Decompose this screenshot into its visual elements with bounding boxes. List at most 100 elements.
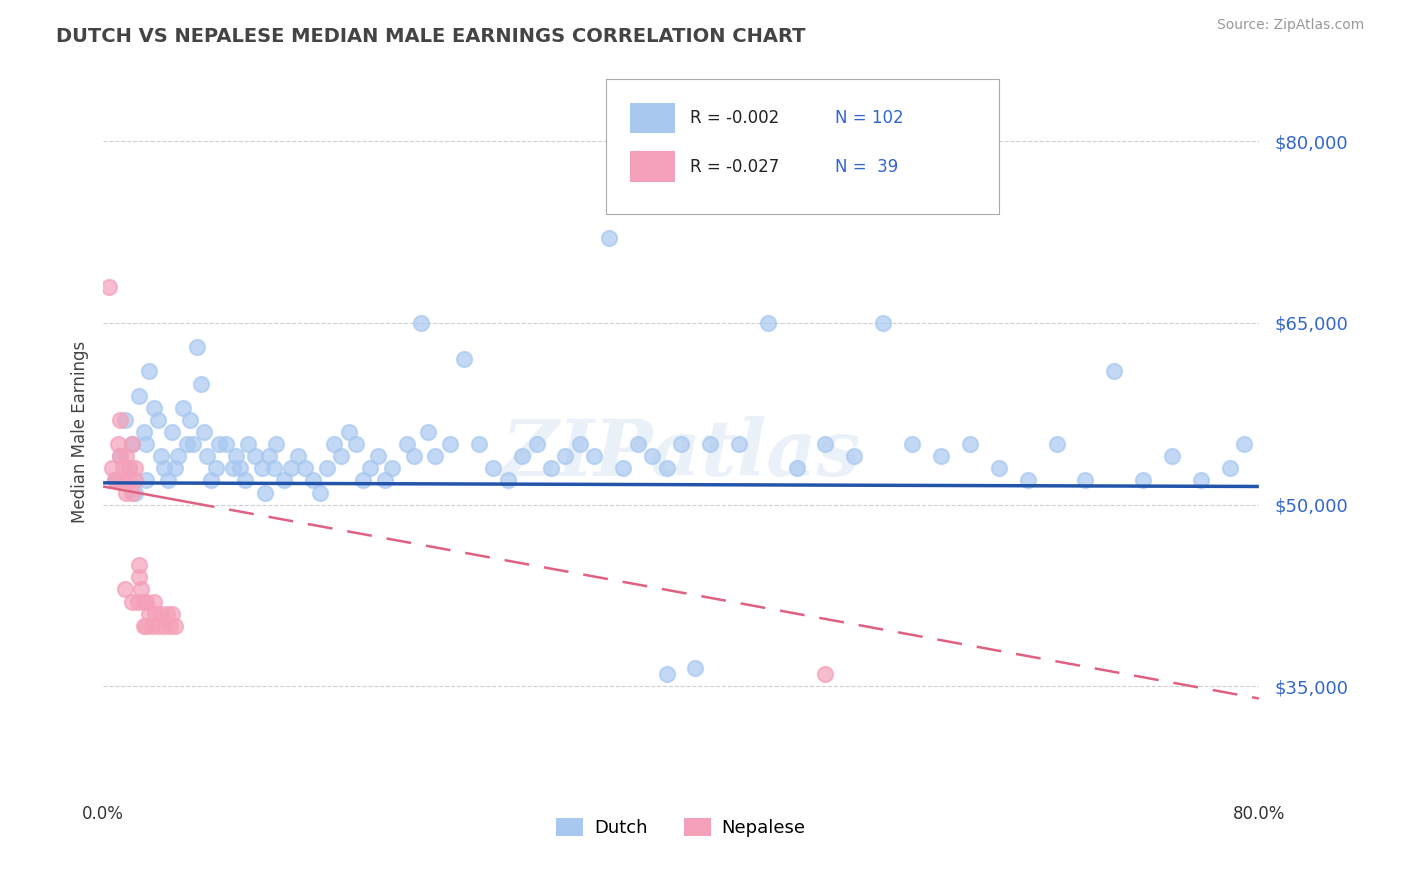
Point xyxy=(374,474,396,488)
Text: R = -0.027: R = -0.027 xyxy=(690,158,779,176)
Point xyxy=(110,413,132,427)
FancyBboxPatch shape xyxy=(606,79,998,214)
Point xyxy=(124,485,146,500)
Point xyxy=(482,461,505,475)
Point xyxy=(612,461,634,475)
Point xyxy=(165,461,187,475)
Point xyxy=(233,474,256,488)
Point xyxy=(107,474,129,488)
Point xyxy=(110,449,132,463)
Point xyxy=(132,425,155,439)
Point xyxy=(344,437,367,451)
Point xyxy=(112,461,135,475)
Point xyxy=(727,437,749,451)
Point xyxy=(193,425,215,439)
Point xyxy=(181,437,204,451)
Point xyxy=(135,474,157,488)
Point xyxy=(1074,474,1097,488)
Point xyxy=(1104,364,1126,378)
Point xyxy=(395,437,418,451)
Point xyxy=(104,474,127,488)
Point xyxy=(124,461,146,475)
Point xyxy=(121,437,143,451)
Point xyxy=(176,437,198,451)
Point xyxy=(165,619,187,633)
Y-axis label: Median Male Earnings: Median Male Earnings xyxy=(72,341,89,523)
Point xyxy=(1161,449,1184,463)
Point xyxy=(149,449,172,463)
Point xyxy=(110,449,132,463)
Point xyxy=(1219,461,1241,475)
Point xyxy=(685,661,707,675)
Point xyxy=(172,401,194,415)
Point xyxy=(367,449,389,463)
Point xyxy=(146,413,169,427)
Point xyxy=(124,474,146,488)
Point xyxy=(118,461,141,475)
Point xyxy=(128,570,150,584)
Point xyxy=(135,437,157,451)
Point xyxy=(301,474,323,488)
Legend: Dutch, Nepalese: Dutch, Nepalese xyxy=(550,811,813,845)
Point xyxy=(526,437,548,451)
Point xyxy=(316,461,339,475)
Point xyxy=(118,461,141,475)
Point xyxy=(162,425,184,439)
Point xyxy=(467,437,489,451)
Point xyxy=(598,231,620,245)
Point xyxy=(222,461,245,475)
Point xyxy=(250,461,273,475)
Point xyxy=(153,619,176,633)
Point xyxy=(149,607,172,621)
Point xyxy=(1017,474,1039,488)
Point xyxy=(156,607,179,621)
Point xyxy=(186,340,208,354)
Point xyxy=(294,461,316,475)
Point xyxy=(146,619,169,633)
Point xyxy=(243,449,266,463)
Point xyxy=(115,485,138,500)
Point xyxy=(554,449,576,463)
Point xyxy=(127,594,149,608)
Point xyxy=(844,449,866,463)
Point xyxy=(190,376,212,391)
Point xyxy=(114,413,136,427)
Point xyxy=(786,461,808,475)
Point xyxy=(97,279,120,293)
Point xyxy=(263,461,285,475)
Point xyxy=(439,437,461,451)
Point xyxy=(128,558,150,573)
Point xyxy=(266,437,288,451)
Point xyxy=(104,474,127,488)
Text: R = -0.002: R = -0.002 xyxy=(690,109,779,127)
Point xyxy=(138,607,160,621)
Point xyxy=(153,461,176,475)
Text: DUTCH VS NEPALESE MEDIAN MALE EARNINGS CORRELATION CHART: DUTCH VS NEPALESE MEDIAN MALE EARNINGS C… xyxy=(56,27,806,45)
Point xyxy=(179,413,201,427)
FancyBboxPatch shape xyxy=(630,103,675,133)
Point xyxy=(959,437,981,451)
Point xyxy=(138,364,160,378)
Point xyxy=(352,474,374,488)
Point xyxy=(225,449,247,463)
Point xyxy=(583,449,606,463)
Point xyxy=(402,449,425,463)
Point xyxy=(510,449,533,463)
Point xyxy=(142,594,165,608)
Point xyxy=(208,437,231,451)
Point xyxy=(143,607,166,621)
Point xyxy=(699,437,721,451)
Point xyxy=(418,425,440,439)
Point xyxy=(1045,437,1067,451)
Point xyxy=(135,619,157,633)
FancyBboxPatch shape xyxy=(630,152,675,182)
Point xyxy=(453,352,475,367)
Point xyxy=(107,437,129,451)
Point xyxy=(627,437,650,451)
Point xyxy=(141,619,163,633)
Point xyxy=(756,316,779,330)
Point xyxy=(337,425,360,439)
Point xyxy=(204,461,226,475)
Point xyxy=(157,474,180,488)
Point xyxy=(287,449,309,463)
